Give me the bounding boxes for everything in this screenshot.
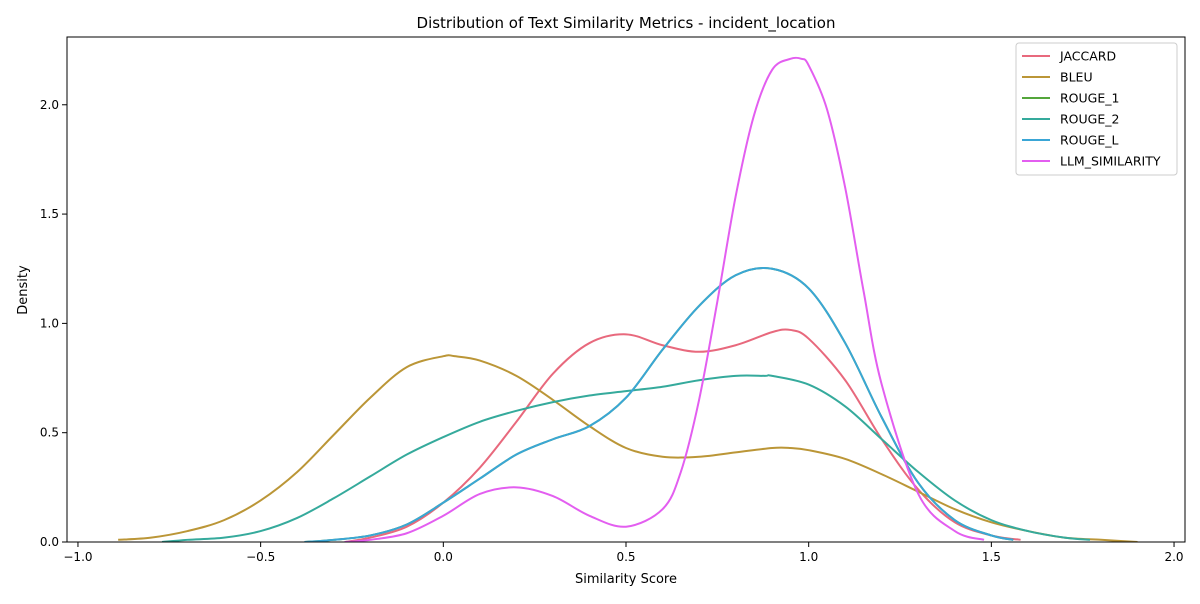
series-line-bleu <box>118 354 1138 542</box>
y-tick-label: 1.5 <box>40 207 59 221</box>
legend-label-bleu: BLEU <box>1060 70 1093 85</box>
x-tick-label: −1.0 <box>63 550 92 564</box>
legend-label-llm-similarity: LLM_SIMILARITY <box>1060 154 1161 169</box>
x-tick-label: 1.5 <box>982 550 1001 564</box>
plot-frame <box>66 36 1186 543</box>
legend-label-jaccard: JACCARD <box>1059 49 1116 64</box>
legend: JACCARD BLEU ROUGE_1 ROUGE_2 ROUGE_L LLM_SIMI… <box>1015 42 1178 176</box>
x-tick-label: 0.0 <box>434 550 453 564</box>
x-tick-label: 0.5 <box>616 550 635 564</box>
y-axis: 0.0 0.5 1.0 1.5 2.0 <box>40 98 67 549</box>
series-line-llm-similarity <box>344 56 985 542</box>
x-tick-label: 1.0 <box>799 550 818 564</box>
y-tick-label: 1.0 <box>40 316 59 330</box>
x-tick-label: 2.0 <box>1164 550 1183 564</box>
x-axis: −1.0 −0.5 0.0 0.5 1.0 1.5 2.0 <box>63 542 1184 564</box>
series-line-jaccard <box>344 328 1021 542</box>
chart-title: Distribution of Text Similarity Metrics … <box>417 14 836 33</box>
y-axis-label: Density <box>16 265 31 315</box>
series-line-rouge-2 <box>161 374 1091 542</box>
legend-label-rouge-l: ROUGE_L <box>1060 133 1119 148</box>
legend-label-rouge-2: ROUGE_2 <box>1060 112 1119 127</box>
x-axis-label: Similarity Score <box>575 572 677 587</box>
y-tick-label: 0.5 <box>40 426 59 440</box>
plot-lines <box>118 56 1138 542</box>
y-tick-label: 2.0 <box>40 98 59 112</box>
y-tick-label: 0.0 <box>40 535 59 549</box>
legend-frame <box>1015 42 1178 176</box>
legend-label-rouge-1: ROUGE_1 <box>1060 91 1119 106</box>
x-tick-label: −0.5 <box>246 550 275 564</box>
